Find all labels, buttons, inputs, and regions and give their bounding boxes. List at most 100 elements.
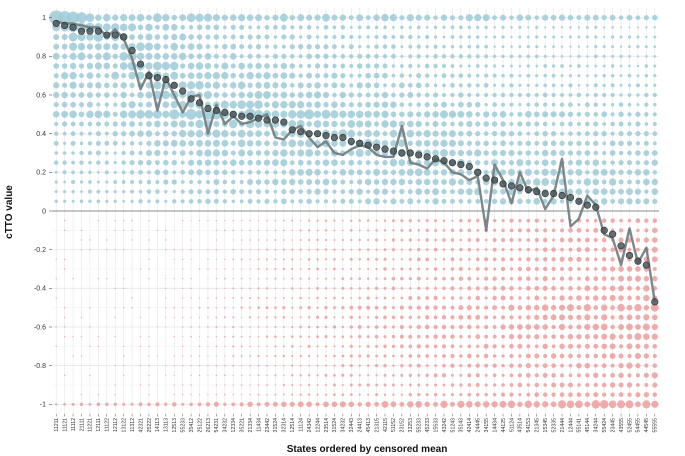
response-dot [525,14,532,21]
response-dot [618,150,624,156]
response-dot [442,393,446,397]
response-dot [249,306,252,309]
response-dot [63,141,67,145]
response-dot [557,400,567,409]
response-dot [85,13,95,23]
response-dot [383,325,387,329]
response-dot [567,343,573,349]
response-dot [518,257,522,262]
response-dot [255,14,262,22]
response-dot [399,305,404,310]
response-dot [348,92,355,98]
response-dot [602,54,606,58]
response-dot [475,35,480,39]
response-dot [264,170,270,175]
response-dot [425,54,429,59]
response-dot [533,111,540,118]
response-dot [635,373,640,378]
response-dot [383,373,387,377]
response-dot [138,199,143,204]
response-dot [619,218,623,223]
response-dot [602,73,606,78]
x-tick-label: 23514 [324,418,330,433]
response-dot [542,392,548,397]
response-dot [274,335,277,338]
response-dot [358,374,361,377]
censored-mean-point [465,162,473,171]
response-dot [652,131,658,137]
response-dot [306,25,312,30]
response-dot [163,169,169,176]
response-dot [407,92,414,98]
response-dot [635,160,641,165]
response-dot [306,14,313,21]
response-dot [182,355,184,357]
response-dot [374,25,379,30]
response-dot [274,267,277,271]
response-dot [257,354,260,358]
response-dot [466,169,473,176]
response-dot [63,402,66,406]
response-dot [492,276,497,281]
response-dot [296,100,305,109]
response-dot [526,83,530,87]
response-dot [121,150,126,156]
response-dot [601,353,607,359]
response-dot [594,257,598,262]
response-dot [450,363,455,368]
response-dot [576,179,582,185]
response-dot [424,83,430,88]
response-dot [408,267,412,271]
response-dot [247,189,253,194]
response-dot [308,229,311,232]
response-dot [636,64,640,68]
response-dot [366,287,370,290]
response-dot [408,305,413,310]
response-dot [636,55,640,58]
response-dot [145,52,153,60]
response-dot [153,81,162,90]
response-dot [185,108,197,120]
response-dot [247,82,253,89]
response-dot [551,64,556,68]
response-dot [69,42,78,51]
response-dot [518,315,522,320]
response-dot [222,169,228,175]
response-dot [618,285,625,292]
response-dot [391,286,396,291]
response-dot [542,372,548,378]
response-dot [627,247,632,252]
response-dot [408,392,413,397]
response-dot [104,170,109,175]
response-dot [340,198,346,204]
response-dot [366,305,371,310]
response-dot [240,384,243,386]
response-dot [323,82,329,88]
response-dot [122,277,125,280]
response-dot [483,111,490,118]
x-tick-label: 21315 [374,418,380,433]
response-dot [349,393,353,397]
response-dot [628,64,631,68]
response-dot [254,100,263,109]
response-dot [255,44,262,50]
response-dot [52,52,60,60]
response-dot [274,316,277,319]
response-dot [467,228,472,233]
response-dot [585,295,590,301]
response-dot [425,219,429,223]
response-dot [291,287,294,290]
censored-mean-point [415,151,423,159]
response-dot [280,198,287,205]
response-dot [634,169,642,176]
response-dot [510,64,513,68]
response-dot [196,159,203,166]
response-dot [128,23,137,32]
response-dot [483,140,489,147]
response-dot [493,83,497,87]
response-dot [316,345,319,348]
response-dot [441,101,448,108]
censored-mean-points [52,19,659,306]
response-dot [644,189,649,194]
response-dot [281,44,286,49]
